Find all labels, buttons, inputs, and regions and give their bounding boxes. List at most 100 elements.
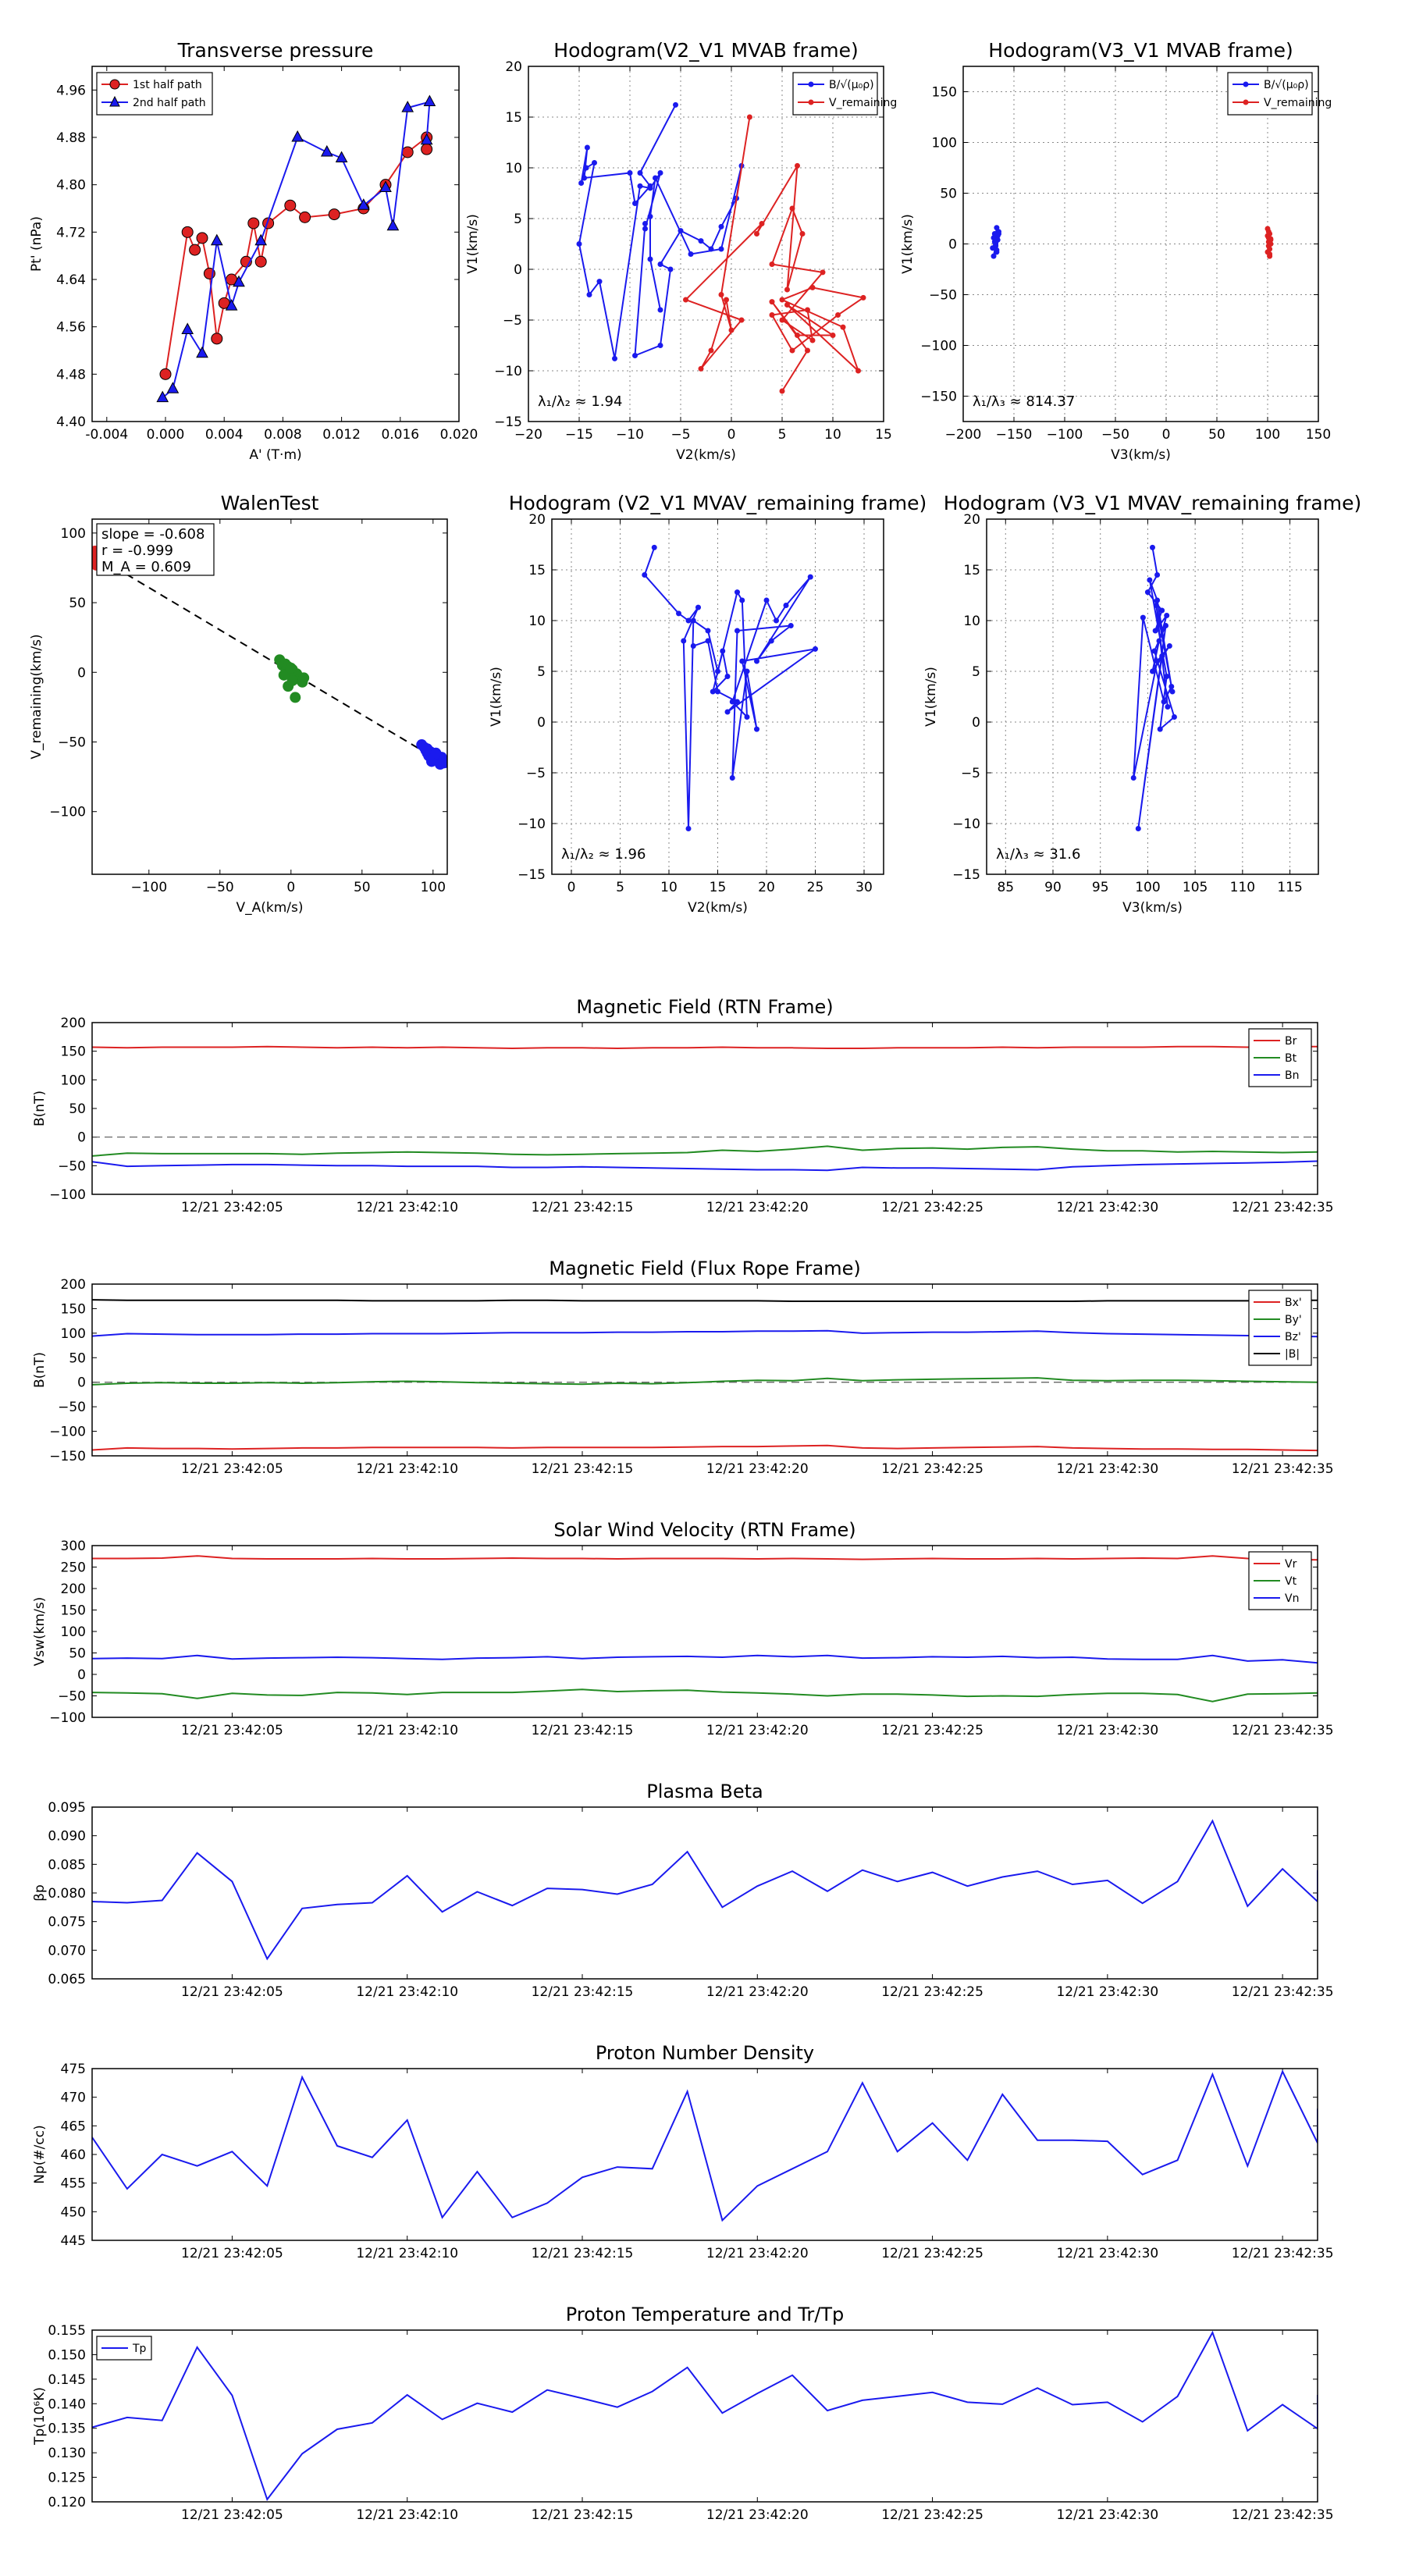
data-point [763, 597, 770, 603]
y-tick-label: 5 [972, 664, 980, 680]
data-point [718, 246, 724, 252]
chart-t5: Proton Number Density 12/21 23:42:05 12/21… [32, 2042, 1334, 2261]
x-tick-label: 12/21 23:42:30 [1056, 1200, 1158, 1215]
y-tick-label: 4.40 [56, 415, 86, 430]
chart-title: Magnetic Field (RTN Frame) [576, 996, 833, 1018]
y-tick-label: 20 [528, 512, 546, 528]
y-tick-label: −15 [952, 867, 980, 883]
chart-title: Solar Wind Velocity (RTN Frame) [553, 1519, 855, 1541]
y-tick-label: 0 [514, 262, 522, 278]
x-tick-label: 12/21 23:42:15 [532, 1723, 634, 1738]
data-point [835, 312, 841, 318]
x-tick-label: 12/21 23:42:30 [1056, 1723, 1158, 1738]
data-point [586, 292, 592, 297]
data-point [673, 101, 678, 108]
y-tick-label: −50 [58, 1400, 86, 1415]
data-point [840, 324, 846, 330]
legend-line: r = -0.999 [101, 543, 173, 559]
data-point [379, 180, 392, 192]
data-point [642, 226, 648, 232]
legend-label: Br [1285, 1035, 1297, 1048]
x-axis-label: V2(km/s) [688, 900, 748, 916]
data-point [584, 144, 590, 151]
data-point [754, 231, 759, 237]
y-tick-label: −10 [952, 817, 980, 832]
y-tick-label: 150 [61, 1044, 86, 1060]
data-point [627, 170, 633, 176]
data-point [657, 307, 663, 313]
y-tick-label: −15 [518, 867, 546, 883]
data-point [651, 544, 657, 550]
series-line-Vr [92, 1555, 1318, 1561]
y-tick-label: −50 [58, 1158, 86, 1174]
data-point [754, 658, 759, 664]
data-point [647, 185, 653, 191]
x-tick-label: −100 [1047, 427, 1083, 443]
x-tick-label: 50 [1208, 427, 1225, 443]
data-point [285, 662, 297, 674]
data-point [578, 180, 585, 186]
x-tick-label: 12/21 23:42:35 [1232, 2507, 1334, 2523]
data-point [1135, 826, 1141, 831]
data-point [278, 669, 290, 681]
data-point [1169, 688, 1176, 695]
y-tick-label: 0 [77, 1130, 86, 1146]
axes-frame [91, 2068, 1318, 2241]
plot-area [990, 225, 1274, 259]
data-point [715, 688, 720, 695]
data-point [809, 284, 816, 290]
x-tick-label: 0.012 [322, 427, 361, 443]
chart-p4: WalenTest −100 −50 0 50 100 −100 −50 0 50 100 V_A(k… [29, 492, 448, 916]
y-tick-label: 250 [61, 1560, 86, 1576]
data-point [653, 175, 658, 181]
data-point [698, 365, 704, 372]
y-tick-label: −50 [58, 735, 86, 750]
x-tick-label: 100 [421, 880, 446, 895]
x-tick-label: 150 [1306, 427, 1331, 443]
legend-label: V_remaining [829, 97, 897, 109]
series-line-|B| [92, 1299, 1318, 1302]
x-tick-label: 12/21 23:42:30 [1056, 2507, 1158, 2523]
y-tick-label: 0.155 [48, 2323, 86, 2339]
legend-marker [109, 79, 120, 90]
x-tick-label: 12/21 23:42:35 [1232, 2246, 1334, 2261]
legend-label: B/√(μ₀ρ) [1264, 79, 1309, 91]
data-point [284, 199, 297, 212]
data-point [746, 114, 752, 120]
x-tick-label: 85 [997, 880, 1014, 895]
legend: Bx' By' Bz' |B| [1248, 1290, 1312, 1366]
data-point [335, 151, 348, 163]
x-tick-label: 50 [354, 880, 371, 895]
x-axis-label: A' (T·m) [249, 447, 301, 463]
plot-area [642, 544, 818, 831]
y-tick-label: 15 [528, 563, 546, 578]
y-tick-label: 10 [528, 614, 546, 629]
x-tick-label: −15 [565, 427, 593, 443]
x-tick-label: 12/21 23:42:35 [1232, 1984, 1334, 2000]
data-point [233, 275, 245, 287]
fit-line [92, 553, 447, 767]
legend-label: Bx' [1285, 1297, 1302, 1309]
legend-label: Vn [1285, 1592, 1299, 1605]
data-point [807, 574, 813, 580]
legend-label: V_remaining [1264, 97, 1332, 109]
plot-area [156, 94, 436, 403]
chart-title: Hodogram(V2_V1 MVAB frame) [553, 39, 858, 62]
ratio-annotation: λ₁/λ₃ ≈ 31.6 [996, 846, 1080, 863]
y-axis-label: Np(#/cc) [32, 2125, 48, 2183]
data-point [698, 238, 704, 244]
y-tick-label: 4.80 [56, 178, 86, 194]
y-axis-label: B(nT) [32, 1091, 48, 1126]
data-point [769, 312, 775, 318]
chart-t3: Solar Wind Velocity (RTN Frame) 12/21 23:… [32, 1519, 1334, 1738]
x-tick-label: 12/21 23:42:35 [1232, 1200, 1334, 1215]
y-tick-label: 50 [69, 1350, 86, 1366]
y-tick-label: 50 [69, 1101, 86, 1117]
x-tick-label: 12/21 23:42:10 [356, 1723, 458, 1738]
y-tick-label: 0.085 [48, 1857, 86, 1873]
y-tick-label: 10 [963, 614, 980, 629]
data-point [705, 638, 711, 644]
data-point [657, 170, 663, 176]
data-point [690, 643, 696, 649]
